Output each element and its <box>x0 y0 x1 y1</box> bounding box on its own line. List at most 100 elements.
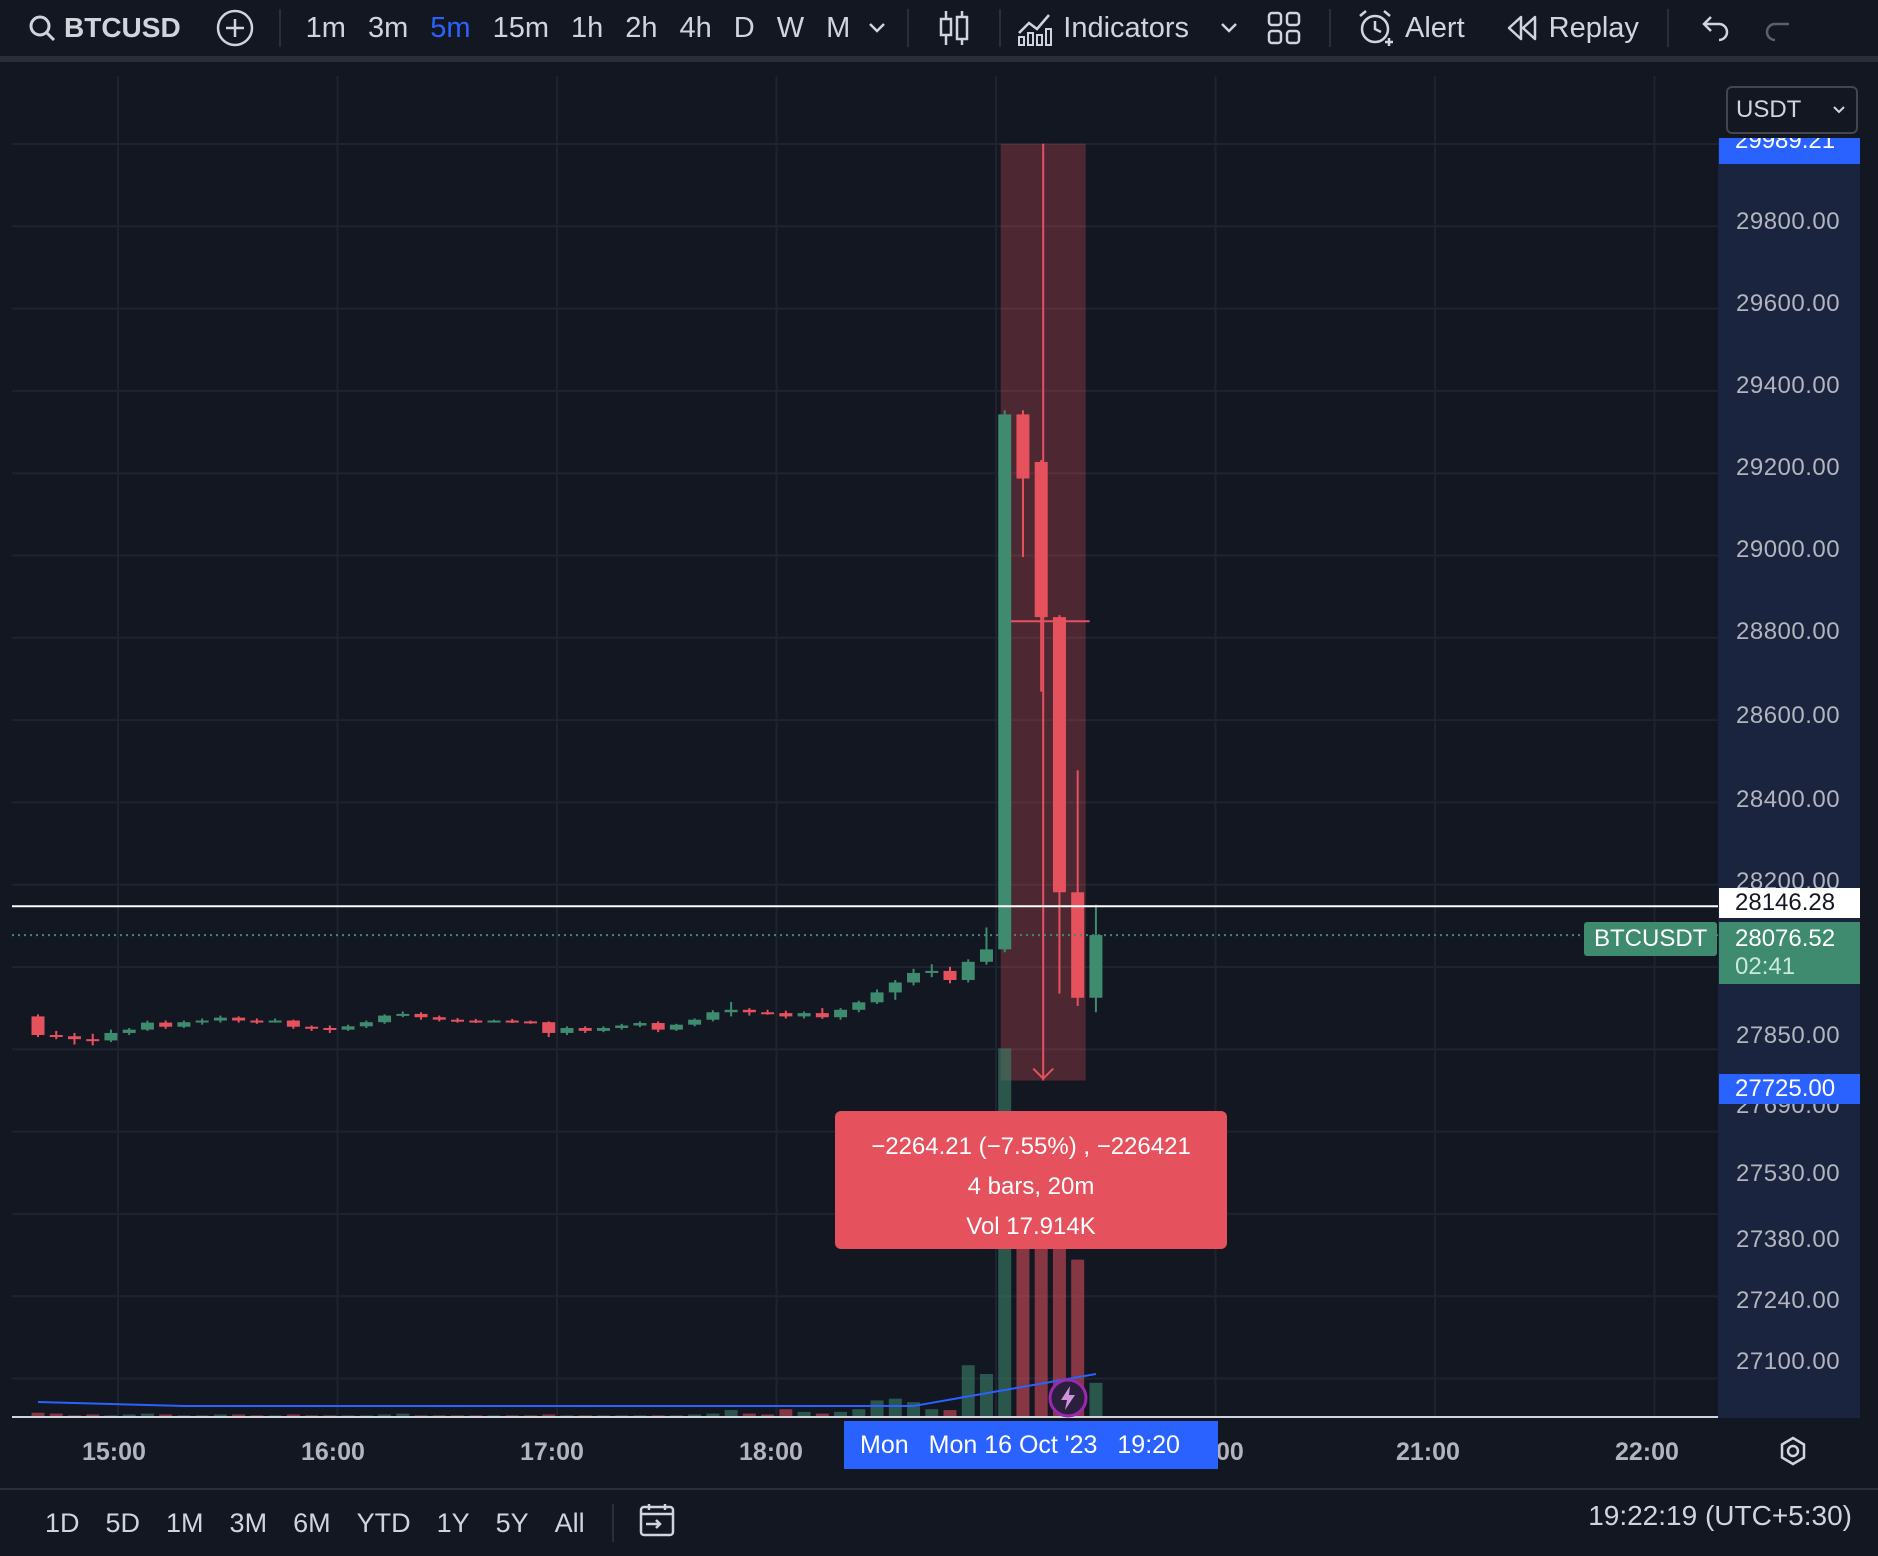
indicators-dropdown[interactable] <box>1189 0 1253 56</box>
candle-body <box>633 1023 647 1026</box>
plus-circle-icon <box>216 9 253 47</box>
volume-bar <box>870 1400 884 1418</box>
toolbar-divider <box>611 1504 614 1542</box>
candle-body <box>432 1017 446 1020</box>
timeframe-2h[interactable]: 2h <box>625 11 658 44</box>
price-tick-label: 27100.00 <box>1736 1348 1841 1375</box>
candle-body <box>615 1025 629 1028</box>
volume-bar <box>31 1412 45 1418</box>
time-tick-label: 21:00 <box>1396 1438 1460 1466</box>
undo-button[interactable] <box>1683 0 1745 56</box>
chevron-down-icon <box>869 23 886 33</box>
volume-bar <box>888 1398 902 1418</box>
bar-countdown: 02:41 <box>1735 953 1796 980</box>
price-tick-label: 27530.00 <box>1736 1160 1841 1187</box>
candle-body <box>688 1019 702 1025</box>
rewind-icon <box>1507 15 1536 41</box>
range-ytd[interactable]: YTD <box>356 1507 411 1538</box>
timeframe-M[interactable]: M <box>826 11 851 44</box>
volume-bar <box>943 1410 957 1418</box>
timeframe-D[interactable]: D <box>733 11 755 44</box>
candlestick-chart[interactable] <box>12 76 1718 1418</box>
last-price-value: 28076.52 <box>1735 925 1836 952</box>
candle-body <box>523 1021 537 1024</box>
candle-body <box>159 1022 173 1027</box>
candle-body <box>596 1027 610 1031</box>
indicators-button[interactable]: Indicators <box>1015 0 1189 56</box>
alert-label: Alert <box>1405 11 1465 44</box>
compare-symbol-button[interactable] <box>215 0 255 56</box>
volume-bar <box>797 1411 811 1418</box>
timeframe-group: 1m 3m 5m 15m 1h 2h 4h D W M <box>295 0 862 56</box>
candle-body <box>378 1015 392 1023</box>
timeframe-dropdown[interactable] <box>861 0 893 56</box>
price-tick-label: 29200.00 <box>1736 454 1841 481</box>
bottom-toolbar: 1D 5D 1M 3M 6M YTD 1Y 5Y All <box>0 1488 1878 1556</box>
volume-bar <box>1089 1382 1103 1418</box>
range-low-tag: 27725.00 <box>1719 1074 1860 1104</box>
volume-ma-line <box>37 1373 1097 1407</box>
symbol-label: BTCUSD <box>64 12 181 43</box>
price-tick-label: 27380.00 <box>1736 1226 1841 1253</box>
range-6m[interactable]: 6M <box>293 1507 331 1538</box>
candle-body <box>578 1027 592 1031</box>
volume-bar <box>396 1413 410 1418</box>
gear-icon[interactable] <box>1778 1436 1808 1466</box>
timeframe-4h[interactable]: 4h <box>679 11 712 44</box>
time-tick-label: 22:00 <box>1615 1438 1679 1466</box>
range-5y[interactable]: 5Y <box>495 1507 529 1538</box>
candle-body <box>852 1002 866 1010</box>
redo-button[interactable] <box>1745 0 1799 56</box>
range-1d[interactable]: 1D <box>45 1507 80 1538</box>
volume-bar <box>706 1413 720 1418</box>
candle-body <box>213 1017 227 1021</box>
timezone-clock[interactable]: 19:22:19 (UTC+5:30) <box>1588 1500 1852 1531</box>
timeframe-1m[interactable]: 1m <box>305 11 346 44</box>
volume-bar <box>979 1374 993 1418</box>
timeframe-W[interactable]: W <box>776 11 805 44</box>
go-to-date-button[interactable] <box>628 1502 686 1545</box>
replay-button[interactable]: Replay <box>1479 0 1653 56</box>
candle-body <box>49 1035 63 1038</box>
range-5d[interactable]: 5D <box>105 1507 141 1538</box>
symbol-search[interactable]: BTCUSD <box>0 0 181 56</box>
candle-body <box>1052 617 1066 893</box>
candle-body <box>505 1020 519 1023</box>
timeframe-15m[interactable]: 15m <box>492 11 549 44</box>
chevron-down-icon <box>1833 106 1845 114</box>
price-tick-label: 29800.00 <box>1736 208 1841 235</box>
lightning-icon[interactable] <box>1048 1378 1088 1418</box>
toolbar-divider <box>1329 9 1332 47</box>
timeframe-1h[interactable]: 1h <box>570 11 604 44</box>
replay-label: Replay <box>1548 11 1639 44</box>
range-3m[interactable]: 3M <box>229 1507 268 1538</box>
range-1m[interactable]: 1M <box>166 1507 204 1538</box>
alert-button[interactable]: Alert <box>1345 0 1479 56</box>
timeframe-5m[interactable]: 5m <box>430 11 471 44</box>
price-scale-highlight <box>1718 140 1860 1420</box>
candle-body <box>669 1024 683 1030</box>
layout-templates-button[interactable] <box>1253 0 1315 56</box>
candle-body <box>1016 414 1030 479</box>
last-price-tag: 28076.52 02:41 <box>1719 922 1860 984</box>
range-1y[interactable]: 1Y <box>436 1507 470 1538</box>
volume-bar <box>724 1410 738 1418</box>
currency-select[interactable]: USDT <box>1726 86 1858 134</box>
volume-bar <box>49 1413 63 1418</box>
candle-body <box>268 1020 282 1023</box>
range-high-tag: 29989.21 <box>1719 138 1860 164</box>
candle-body <box>870 992 884 1003</box>
range-all[interactable]: All <box>554 1507 585 1538</box>
toolbar-divider <box>278 9 281 47</box>
candle-body <box>560 1027 574 1033</box>
chart-type-button[interactable] <box>923 0 985 56</box>
redo-icon <box>1765 22 1789 42</box>
chart-pane[interactable] <box>12 76 1718 1418</box>
candle-body <box>1034 461 1048 618</box>
volume-bar <box>779 1409 793 1418</box>
date-range-group: 1D 5D 1M 3M 6M YTD 1Y 5Y All <box>0 1508 598 1539</box>
candle-body <box>232 1017 246 1021</box>
candle-body <box>104 1032 118 1041</box>
price-tick-label: 29600.00 <box>1736 290 1841 317</box>
timeframe-3m[interactable]: 3m <box>367 11 409 44</box>
